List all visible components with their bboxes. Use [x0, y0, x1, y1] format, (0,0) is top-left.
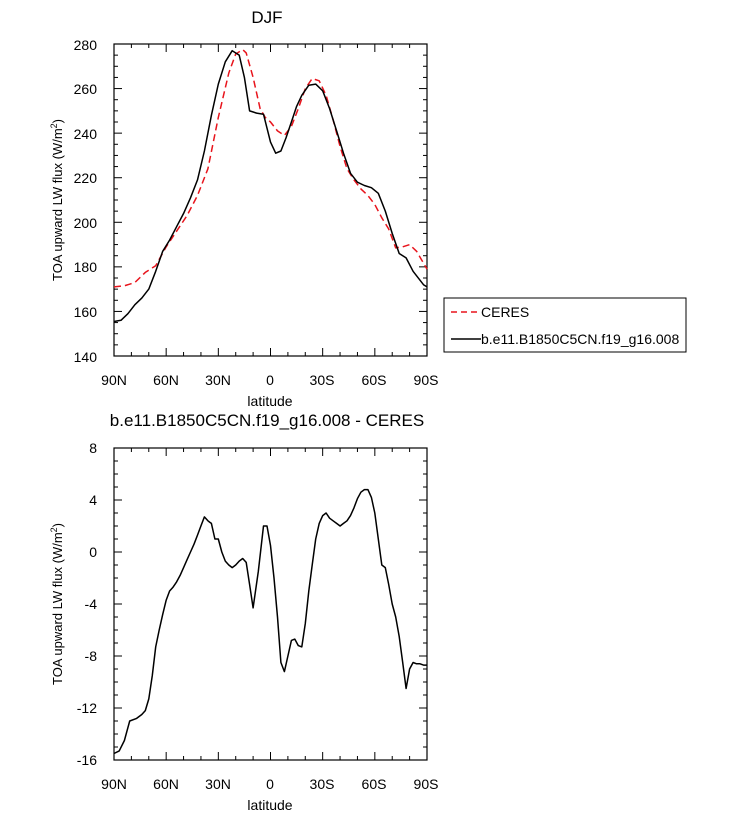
- top-y-axis-label-sup: 2: [49, 123, 59, 128]
- bottom-y-tick-label: -12: [77, 700, 97, 716]
- bottom-x-tick-label: 60N: [153, 776, 179, 792]
- bottom-y-tick-labels: -16 -12 -8 -4 0 4 8: [77, 440, 97, 768]
- top-y-tick-label: 180: [74, 259, 98, 275]
- top-y-axis-label: TOA upward LW flux (W/m2): [49, 119, 65, 281]
- bottom-y-axis-label-sup: 2: [49, 527, 59, 532]
- top-y-tick-label: 160: [74, 304, 98, 320]
- bottom-y-axis-label-suffix: ): [50, 523, 65, 527]
- bottom-axis-ticks: [113, 447, 428, 761]
- bottom-x-tick-label: 90N: [101, 776, 127, 792]
- top-y-tick-label: 260: [74, 81, 98, 97]
- top-x-axis-label: latitude: [247, 393, 292, 409]
- top-y-tick-label: 280: [74, 37, 98, 53]
- bottom-y-axis-label: TOA upward LW flux (W/m2): [49, 523, 65, 685]
- bottom-x-tick-label: 30N: [205, 776, 231, 792]
- top-y-tick-label: 220: [74, 170, 98, 186]
- top-x-tick-label: 90N: [101, 372, 127, 388]
- top-panel: DJF 140 160 180 200 220 240 260 280 90N …: [49, 8, 687, 409]
- top-chart-title: DJF: [251, 8, 282, 27]
- top-line-b-e11-b1850c5cn-f19-g16-008: [113, 49, 428, 323]
- top-x-tick-label: 60S: [362, 372, 387, 388]
- bottom-y-tick-label: 4: [89, 492, 97, 508]
- top-y-tick-labels: 140 160 180 200 220 240 260 280: [74, 37, 98, 365]
- bottom-x-tick-label: 30S: [310, 776, 335, 792]
- bottom-y-tick-label: -16: [77, 752, 97, 768]
- top-x-tick-labels: 90N 60N 30N 0 30S 60S 90S: [101, 372, 438, 388]
- bottom-plot-frame: [113, 447, 428, 761]
- top-y-axis-label-suffix: ): [50, 119, 65, 123]
- bottom-x-tick-label: 0: [266, 776, 274, 792]
- bottom-x-tick-label: 60S: [362, 776, 387, 792]
- bottom-y-tick-label: -8: [85, 648, 98, 664]
- legend-frame: [443, 297, 687, 353]
- bottom-x-axis-label: latitude: [247, 797, 292, 813]
- legend-label-ceres: CERES: [481, 304, 529, 320]
- top-x-tick-label: 90S: [414, 372, 439, 388]
- bottom-chart-title: b.e11.B1850C5CN.f19_g16.008 - CERES: [110, 411, 424, 430]
- bottom-x-tick-label: 90S: [414, 776, 439, 792]
- top-axis-ticks: [113, 43, 428, 357]
- legend-label-model: b.e11.B1850C5CN.f19_g16.008: [481, 331, 679, 347]
- bottom-y-tick-label: -4: [85, 596, 98, 612]
- bottom-panel: b.e11.B1850C5CN.f19_g16.008 - CERES -16 …: [49, 411, 438, 813]
- top-plot-frame: [113, 43, 428, 357]
- top-series-lines: [113, 48, 428, 323]
- top-line-ceres: [113, 48, 428, 288]
- legend: CERES b.e11.B1850C5CN.f19_g16.008: [443, 297, 687, 353]
- bottom-y-tick-label: 8: [89, 440, 97, 456]
- bottom-x-tick-labels: 90N 60N 30N 0 30S 60S 90S: [101, 776, 438, 792]
- bottom-series-lines: [113, 488, 427, 755]
- top-y-tick-label: 140: [74, 349, 98, 365]
- top-y-tick-label: 200: [74, 215, 98, 231]
- top-x-tick-label: 30S: [310, 372, 335, 388]
- top-x-tick-label: 60N: [153, 372, 179, 388]
- bottom-y-tick-label: 0: [89, 544, 97, 560]
- top-y-tick-label: 240: [74, 126, 98, 142]
- bottom-y-axis-label-main: TOA upward LW flux (W/m: [50, 532, 65, 685]
- top-x-tick-label: 0: [266, 372, 274, 388]
- top-x-tick-label: 30N: [205, 372, 231, 388]
- bottom-line-series-0: [113, 488, 427, 755]
- top-y-axis-label-main: TOA upward LW flux (W/m: [50, 128, 65, 281]
